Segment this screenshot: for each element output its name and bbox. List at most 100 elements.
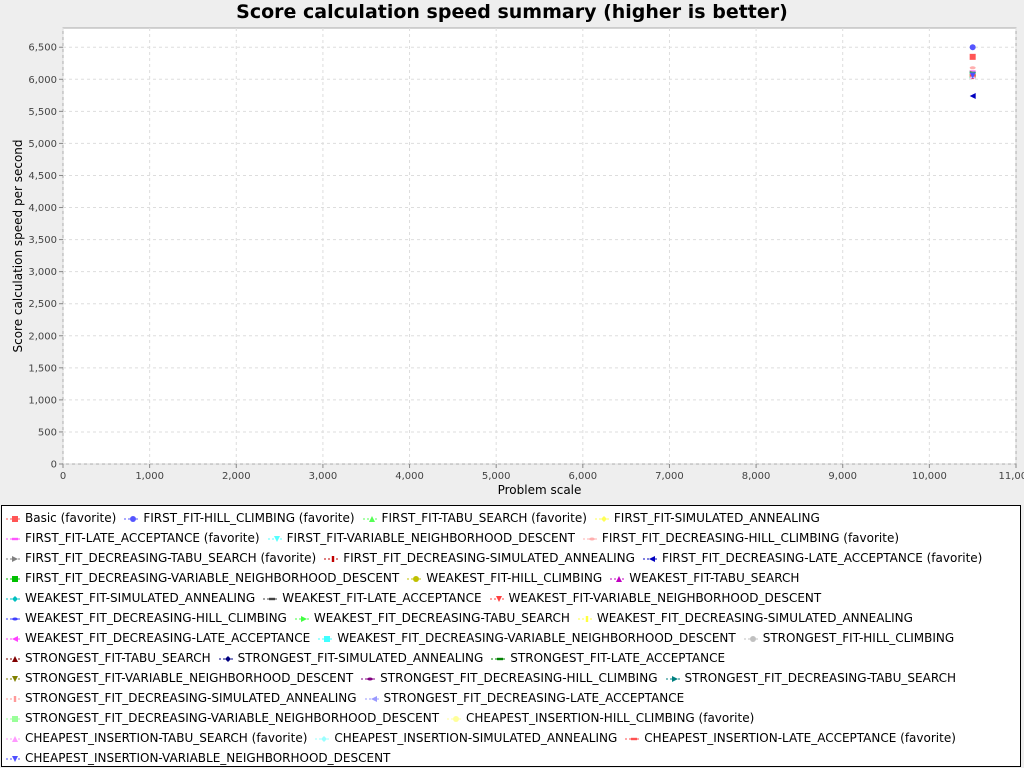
legend-marker-icon (6, 575, 22, 582)
y-tick-label: 4,500 (28, 171, 57, 182)
legend-marker (12, 735, 18, 742)
legend-marker (12, 595, 18, 602)
legend-marker-icon (447, 715, 464, 722)
axes (59, 46, 1017, 468)
legend-marker (600, 515, 607, 522)
legend-marker-icon (6, 695, 22, 702)
legend-marker-icon (6, 735, 22, 742)
legend-entry: STRONGEST_FIT-LATE_ACCEPTANCE (491, 648, 725, 668)
legend-marker (495, 595, 502, 602)
legend-marker (367, 677, 374, 680)
legend-marker-icon (6, 635, 22, 642)
legend-entry: FIRST_FIT-HILL_CLIMBING (favorite) (124, 508, 355, 528)
legend-marker-icon (6, 617, 22, 620)
x-tick-label: 6,000 (568, 471, 597, 482)
legend-row: STRONGEST_FIT_DECREASING-SIMULATED_ANNEA… (6, 688, 1020, 708)
legend-label: STRONGEST_FIT_DECREASING-HILL_CLIMBING (380, 671, 658, 685)
legend-marker (588, 537, 595, 540)
legend-label: FIRST_FIT-LATE_ACCEPTANCE (favorite) (25, 531, 260, 545)
y-tick-label: 2,500 (28, 299, 57, 310)
legend-entry: FIRST_FIT-LATE_ACCEPTANCE (favorite) (6, 528, 260, 548)
legend-marker (616, 575, 623, 582)
legend-label: FIRST_FIT_DECREASING-VARIABLE_NEIGHBORHO… (25, 571, 400, 585)
x-tick-label: 10,000 (912, 471, 947, 482)
legend-marker-icon (610, 575, 627, 582)
legend-marker (749, 635, 756, 642)
y-tick-label: 4,000 (28, 203, 57, 214)
legend-marker-icon (582, 537, 599, 540)
legend-entry: WEAKEST_FIT_DECREASING-HILL_CLIMBING (6, 608, 287, 628)
legend-row: CHEAPEST_INSERTION-VARIABLE_NEIGHBORHOOD… (6, 748, 1020, 768)
legend-label: WEAKEST_FIT_DECREASING-SIMULATED_ANNEALI… (596, 611, 913, 625)
legend-label: FIRST_FIT-SIMULATED_ANNEALING (613, 511, 820, 525)
legend-entry: FIRST_FIT_DECREASING-TABU_SEARCH (favori… (6, 548, 316, 568)
x-tick-label: 5,000 (482, 471, 511, 482)
legend-marker-icon (6, 675, 22, 682)
x-tick-label: 11,000 (999, 471, 1024, 482)
x-tick-label: 9,000 (828, 471, 857, 482)
legend-marker (12, 715, 18, 722)
legend-entry: FIRST_FIT_DECREASING-SIMULATED_ANNEALING (324, 548, 635, 568)
legend-label: STRONGEST_FIT_DECREASING-SIMULATED_ANNEA… (25, 691, 357, 705)
y-tick-label: 500 (38, 427, 57, 438)
legend-label: WEAKEST_FIT-LATE_ACCEPTANCE (282, 591, 482, 605)
legend-row: WEAKEST_FIT-SIMULATED_ANNEALING WEAKEST_F… (6, 588, 1020, 608)
legend-marker-icon (218, 655, 235, 662)
legend-marker-icon (6, 715, 22, 722)
legend-marker-icon (6, 655, 22, 662)
legend-marker (324, 635, 331, 642)
legend-marker (12, 675, 18, 682)
legend-label: FIRST_FIT_DECREASING-SIMULATED_ANNEALING (343, 551, 635, 565)
tick-labels: 0 1,000 2,000 3,000 4,000 5,000 6,000 7,000 8,00… (28, 43, 1024, 482)
data-point (969, 53, 976, 60)
legend-marker-icon (318, 635, 335, 642)
legend-entry: FIRST_FIT-SIMULATED_ANNEALING (594, 508, 820, 528)
legend-marker-icon (294, 615, 311, 622)
legend-entry: STRONGEST_FIT-VARIABLE_NEIGHBORHOOD_DESC… (6, 668, 353, 688)
legend-label: STRONGEST_FIT-LATE_ACCEPTANCE (510, 651, 726, 665)
legend-marker-icon (594, 515, 611, 522)
legend-entry: STRONGEST_FIT_DECREASING-VARIABLE_NEIGHB… (6, 708, 439, 728)
legend-marker-icon (324, 555, 341, 562)
data-point (969, 70, 976, 73)
legend-marker-icon (362, 515, 379, 522)
legend-marker (224, 655, 231, 662)
legend-marker-icon (577, 615, 594, 622)
data-point (969, 92, 976, 99)
legend-label: FIRST_FIT_DECREASING-LATE_ACCEPTANCE (fa… (661, 551, 983, 565)
legend-entry: CHEAPEST_INSERTION-HILL_CLIMBING (favori… (447, 708, 754, 728)
legend-label: STRONGEST_FIT-TABU_SEARCH (25, 651, 211, 665)
legend-entry: FIRST_FIT_DECREASING-LATE_ACCEPTANCE (fa… (642, 548, 983, 568)
legend-marker-icon (642, 555, 659, 562)
legend-marker (12, 755, 18, 762)
legend-marker (413, 575, 420, 582)
legend: Basic (favorite) FIRST_FIT-HILL_CLIMBING … (1, 505, 1021, 767)
legend-marker (12, 515, 18, 522)
legend-label: STRONGEST_FIT-HILL_CLIMBING (762, 631, 955, 645)
y-tick-label: 0 (51, 460, 57, 471)
y-axis-label: Score calculation speed per second (11, 139, 25, 352)
legend-label: CHEAPEST_INSERTION-VARIABLE_NEIGHBORHOOD… (25, 751, 391, 765)
legend-marker-icon (364, 695, 381, 702)
legend-marker-icon (6, 755, 22, 762)
legend-marker (497, 657, 504, 660)
legend-marker (585, 615, 589, 622)
legend-marker (671, 675, 678, 682)
legend-marker (130, 515, 137, 522)
legend-marker (12, 655, 18, 662)
legend-entry: CHEAPEST_INSERTION-LATE_ACCEPTANCE (favo… (625, 728, 956, 748)
legend-label: CHEAPEST_INSERTION-SIMULATED_ANNEALING (334, 731, 618, 745)
legend-entry: FIRST_FIT_DECREASING-HILL_CLIMBING (favo… (582, 528, 900, 548)
legend-label: WEAKEST_FIT_DECREASING-TABU_SEARCH (313, 611, 570, 625)
legend-row: WEAKEST_FIT_DECREASING-LATE_ACCEPTANCE WE… (6, 628, 1020, 648)
legend-marker (368, 515, 375, 522)
legend-label: FIRST_FIT_DECREASING-HILL_CLIMBING (favo… (601, 531, 900, 545)
legend-marker (12, 635, 18, 642)
legend-label: FIRST_FIT_DECREASING-TABU_SEARCH (favori… (25, 551, 317, 565)
x-tick-label: 3,000 (309, 471, 338, 482)
legend-entry: STRONGEST_FIT-TABU_SEARCH (6, 648, 211, 668)
data-point (969, 66, 976, 70)
y-tick-label: 2,000 (28, 331, 57, 342)
plot-area (62, 27, 1017, 465)
legend-label: STRONGEST_FIT_DECREASING-TABU_SEARCH (684, 671, 956, 685)
